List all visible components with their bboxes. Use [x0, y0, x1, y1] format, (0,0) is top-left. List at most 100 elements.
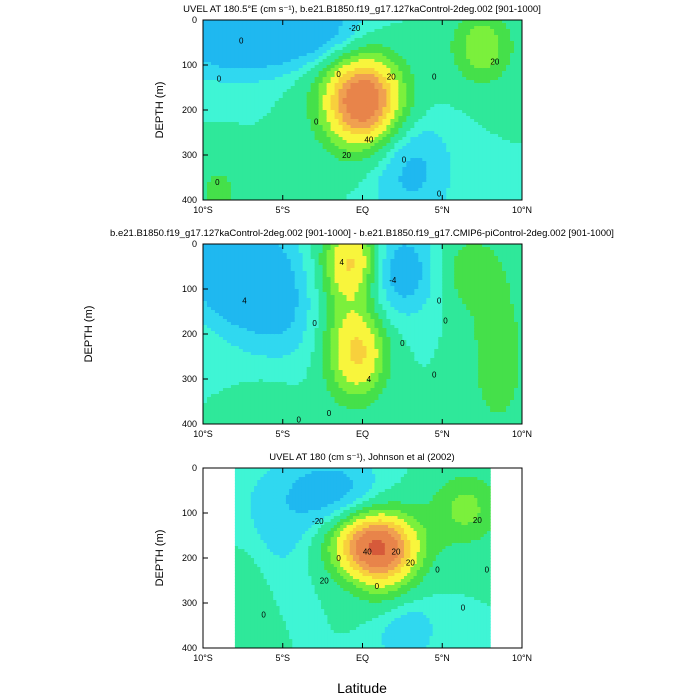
field-cell — [282, 137, 288, 141]
field-cell — [246, 107, 252, 111]
field-cell — [510, 167, 515, 171]
field-cell — [290, 137, 296, 141]
field-cell — [214, 68, 220, 72]
field-cell — [438, 161, 443, 165]
field-cell — [378, 47, 384, 51]
field-cell — [386, 62, 392, 66]
field-cell — [438, 29, 443, 33]
field-cell — [218, 101, 224, 105]
field-cell — [358, 89, 364, 93]
field-cell — [210, 277, 216, 281]
field-cell — [518, 41, 522, 45]
field-cell — [386, 137, 392, 141]
field-cell — [278, 170, 284, 174]
field-cell — [418, 77, 423, 81]
field-cell — [262, 185, 268, 189]
field-cell — [366, 107, 372, 111]
field-cell — [262, 26, 268, 30]
field-cell — [298, 104, 304, 108]
field-cell — [370, 71, 376, 75]
field-cell — [494, 197, 499, 200]
field-cell — [418, 65, 423, 69]
field-cell — [214, 20, 220, 24]
field-cell — [406, 122, 411, 126]
field-cell — [438, 71, 443, 75]
field-cell — [426, 74, 431, 78]
field-cell — [302, 107, 308, 111]
field-cell — [222, 107, 228, 111]
field-cell — [494, 83, 499, 87]
field-cell — [450, 44, 455, 48]
field-cell — [434, 104, 439, 108]
field-cell — [470, 20, 475, 24]
field-cell — [278, 77, 284, 81]
field-cell — [334, 191, 340, 195]
field-cell — [210, 259, 216, 263]
field-cell — [422, 140, 427, 144]
field-cell — [310, 173, 316, 177]
field-cell — [314, 68, 320, 72]
field-cell — [406, 113, 411, 117]
field-cell — [474, 50, 479, 54]
field-cell — [338, 35, 344, 39]
field-cell — [322, 41, 328, 45]
field-cell — [426, 140, 431, 144]
field-cell — [218, 89, 224, 93]
field-cell — [362, 173, 368, 177]
field-cell — [262, 161, 268, 165]
field-cell — [278, 125, 284, 129]
field-cell — [322, 173, 328, 177]
field-cell — [310, 122, 316, 126]
field-cell — [230, 176, 236, 180]
field-cell — [230, 41, 236, 45]
field-cell — [394, 116, 399, 120]
field-cell — [402, 182, 407, 186]
field-cell — [258, 71, 264, 75]
field-cell — [270, 29, 276, 33]
field-cell — [278, 71, 284, 75]
field-cell — [258, 173, 264, 177]
field-cell — [338, 101, 344, 105]
field-cell — [382, 182, 388, 186]
field-cell — [486, 41, 491, 45]
field-cell — [506, 134, 511, 138]
field-cell — [274, 149, 280, 153]
field-cell — [378, 50, 384, 54]
field-cell — [406, 56, 411, 60]
field-cell — [510, 140, 515, 144]
field-cell — [414, 191, 419, 195]
field-cell — [446, 53, 451, 57]
field-cell — [203, 415, 208, 419]
field-cell — [370, 167, 376, 171]
field-cell — [402, 155, 407, 159]
field-cell — [466, 137, 471, 141]
field-cell — [326, 104, 332, 108]
field-cell — [203, 364, 208, 368]
field-cell — [442, 104, 447, 108]
field-cell — [346, 95, 352, 99]
field-cell — [422, 56, 427, 60]
field-cell — [386, 32, 392, 36]
field-cell — [358, 20, 364, 24]
field-cell — [426, 50, 431, 54]
field-cell — [230, 110, 236, 114]
field-cell — [386, 44, 392, 48]
field-cell — [334, 149, 340, 153]
field-cell — [422, 53, 427, 57]
field-cell — [354, 89, 360, 93]
field-cell — [498, 95, 503, 99]
field-cell — [230, 146, 236, 150]
field-cell — [282, 74, 288, 78]
field-cell — [334, 134, 340, 138]
field-cell — [306, 80, 312, 84]
field-cell — [214, 104, 220, 108]
field-cell — [306, 173, 312, 177]
field-cell — [302, 176, 308, 180]
field-cell — [510, 116, 515, 120]
field-cell — [450, 83, 455, 87]
field-cell — [262, 125, 268, 129]
field-cell — [230, 182, 236, 186]
field-cell — [314, 20, 320, 24]
field-cell — [306, 125, 312, 129]
field-cell — [298, 86, 304, 90]
